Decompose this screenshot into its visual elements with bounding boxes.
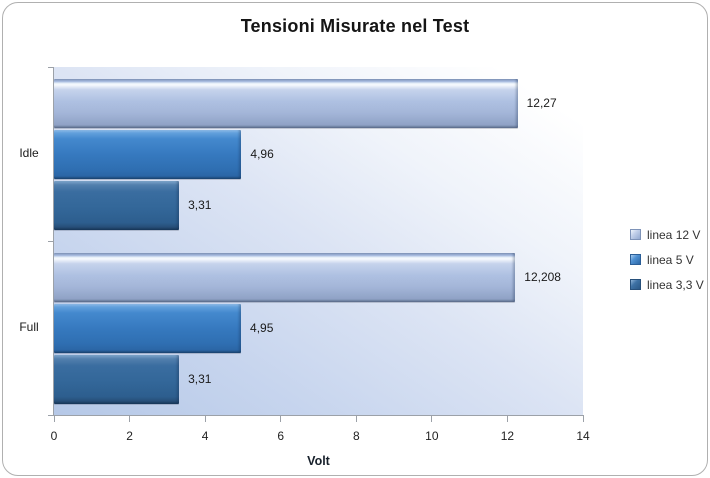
bar-full-series-2: [54, 354, 180, 404]
y-axis-tick: [48, 67, 54, 68]
legend-item-1: linea 5 V: [630, 252, 704, 267]
x-axis-tick-label: 10: [425, 429, 439, 443]
category-label-full: Full: [19, 320, 39, 334]
bar-idle-series-2: [54, 180, 180, 230]
bar-idle-series-1: [54, 129, 242, 179]
legend-label: linea 5 V: [647, 252, 694, 267]
x-axis-tick: [129, 416, 131, 422]
x-axis-tick-label: 8: [352, 429, 360, 443]
value-label-full-series-1: 4,95: [250, 321, 274, 335]
x-axis-tick-label: 6: [277, 429, 285, 443]
value-label-idle-series-1: 4,96: [250, 147, 274, 161]
x-axis-tick-label: 0: [50, 429, 58, 443]
legend: linea 12 V linea 5 V linea 3,3 V: [630, 227, 704, 292]
x-axis-title: Volt: [307, 454, 330, 468]
x-axis-tick-label: 14: [576, 429, 590, 443]
x-axis-tick: [355, 416, 357, 422]
legend-label: linea 12 V: [647, 227, 701, 242]
x-axis-tick: [431, 416, 433, 422]
plot-area: [54, 67, 583, 415]
legend-marker-icon: [630, 229, 641, 240]
legend-item-0: linea 12 V: [630, 227, 704, 242]
bar-idle-series-0: [54, 78, 518, 128]
legend-item-2: linea 3,3 V: [630, 277, 704, 292]
x-axis-tick: [582, 416, 584, 422]
x-axis-tick-label: 2: [126, 429, 133, 443]
chart-title: Tensioni Misurate nel Test: [240, 16, 470, 36]
x-axis-line: [54, 415, 584, 416]
bar-full-series-0: [54, 252, 516, 302]
x-axis-tick-label: 12: [500, 429, 515, 443]
value-label-full-series-2: 3,31: [188, 372, 212, 386]
y-axis-tick: [48, 241, 54, 242]
x-axis-tick: [506, 416, 508, 422]
bar-full-series-1: [54, 303, 242, 353]
x-axis-tick: [204, 416, 206, 422]
value-label-idle-series-2: 3,31: [188, 198, 212, 212]
value-label-full-series-0: 12,208: [524, 270, 561, 284]
legend-marker-icon: [630, 279, 641, 290]
x-axis-tick-label: 4: [201, 429, 209, 443]
value-label-idle-series-0: 12,27: [526, 96, 557, 110]
legend-label: linea 3,3 V: [647, 277, 704, 292]
x-axis-tick: [280, 416, 282, 422]
x-axis-tick: [53, 416, 55, 422]
y-axis-tick: [48, 415, 54, 416]
legend-marker-icon: [630, 254, 641, 265]
category-label-idle: Idle: [19, 146, 39, 160]
